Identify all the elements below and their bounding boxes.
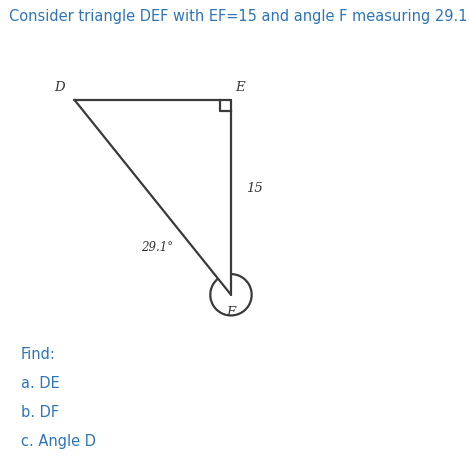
Text: a. DE: a. DE xyxy=(21,376,60,391)
Text: D: D xyxy=(54,81,65,95)
Text: Consider triangle DEF with EF=15 and angle F measuring 29.1 degrees.: Consider triangle DEF with EF=15 and ang… xyxy=(9,9,469,24)
Text: b. DF: b. DF xyxy=(21,406,59,421)
Text: F: F xyxy=(227,306,235,319)
Text: 29.1°: 29.1° xyxy=(141,241,173,254)
Text: E: E xyxy=(235,81,245,95)
Text: c. Angle D: c. Angle D xyxy=(21,434,96,449)
Text: Find:: Find: xyxy=(21,348,56,363)
Text: 15: 15 xyxy=(246,182,263,195)
